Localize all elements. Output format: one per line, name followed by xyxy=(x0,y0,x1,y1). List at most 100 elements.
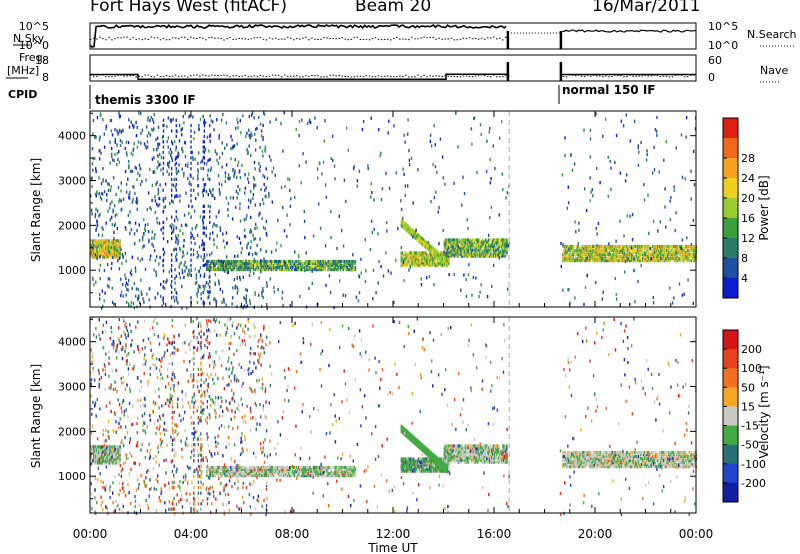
range-gate-cell xyxy=(505,250,507,254)
range-gate-cell xyxy=(641,246,643,251)
range-gate-cell xyxy=(133,306,136,310)
range-gate-cell xyxy=(263,268,266,272)
range-gate-cell xyxy=(432,255,435,259)
range-gate-cell xyxy=(226,474,228,478)
range-gate-cell xyxy=(154,233,156,237)
range-gate-cell xyxy=(589,128,592,132)
range-gate-cell xyxy=(91,162,94,166)
range-gate-cell xyxy=(245,467,248,472)
range-gate-cell xyxy=(677,250,679,255)
range-gate-cell xyxy=(353,474,356,478)
range-gate-cell xyxy=(465,252,468,256)
range-gate-cell xyxy=(459,252,462,256)
range-gate-cell xyxy=(268,192,270,196)
range-gate-cell xyxy=(127,288,129,292)
range-gate-cell xyxy=(407,469,410,473)
range-gate-cell xyxy=(308,268,310,272)
range-gate-cell xyxy=(270,263,273,268)
range-gate-cell xyxy=(410,461,413,465)
range-gate-cell xyxy=(190,134,192,138)
range-gate-cell xyxy=(403,263,406,267)
range-gate-cell xyxy=(320,268,322,272)
range-gate-cell xyxy=(455,242,458,246)
range-gate-cell xyxy=(441,251,443,255)
range-gate-cell xyxy=(601,250,604,255)
range-gate-cell xyxy=(465,238,468,242)
range-gate-cell xyxy=(107,241,109,245)
range-gate-cell xyxy=(210,467,212,472)
range-gate-cell xyxy=(265,231,268,236)
range-gate-cell xyxy=(667,246,669,251)
range-gate-cell xyxy=(431,461,434,465)
range-gate-cell xyxy=(631,253,633,257)
range-gate-cell xyxy=(495,240,497,244)
range-gate-cell xyxy=(645,259,647,263)
range-gate-cell xyxy=(413,263,416,267)
range-gate-cell xyxy=(468,240,471,244)
range-gate-cell xyxy=(222,232,224,236)
range-gate-cell xyxy=(229,196,232,200)
range-gate-cell xyxy=(255,474,258,478)
range-gate-cell xyxy=(412,259,415,263)
range-gate-cell xyxy=(181,255,184,259)
range-gate-cell xyxy=(130,228,133,232)
range-gate-cell xyxy=(456,242,459,246)
range-gate-cell xyxy=(143,244,145,248)
range-gate-cell xyxy=(305,266,307,270)
range-gate-cell xyxy=(501,120,503,124)
range-gate-cell xyxy=(351,469,354,474)
range-gate-cell xyxy=(479,240,482,244)
range-gate-cell xyxy=(114,445,116,449)
range-gate-cell xyxy=(581,250,583,255)
range-gate-cell xyxy=(656,259,658,263)
range-gate-cell xyxy=(113,459,115,463)
range-gate-cell xyxy=(594,250,597,255)
range-gate-cell xyxy=(653,248,655,253)
range-gate-cell xyxy=(316,268,318,272)
range-gate-cell xyxy=(130,268,132,272)
range-gate-cell xyxy=(620,253,623,257)
range-gate-cell xyxy=(331,268,333,272)
range-gate-cell xyxy=(264,149,266,153)
range-gate-cell xyxy=(412,235,414,239)
range-gate-cell xyxy=(286,213,288,217)
range-gate-cell xyxy=(208,266,210,270)
range-gate-cell xyxy=(288,259,290,264)
range-gate-cell xyxy=(344,469,347,474)
range-gate-cell xyxy=(216,261,218,266)
range-gate-cell xyxy=(433,250,436,255)
range-gate-cell xyxy=(202,220,204,225)
range-gate-cell xyxy=(658,253,660,257)
range-gate-cell xyxy=(479,246,482,250)
range-gate-cell xyxy=(694,246,697,251)
range-gate-cell xyxy=(245,469,248,474)
range-gate-cell xyxy=(99,461,101,465)
range-gate-cell xyxy=(249,261,252,266)
range-gate-cell xyxy=(690,253,692,257)
range-gate-cell xyxy=(328,268,330,272)
range-gate-cell xyxy=(113,461,115,465)
range-gate-cell xyxy=(629,248,632,253)
range-gate-cell xyxy=(430,459,433,463)
range-gate-cell xyxy=(375,291,377,295)
range-gate-cell xyxy=(346,469,349,474)
range-gate-cell xyxy=(240,266,243,270)
range-gate-cell xyxy=(92,132,94,136)
range-gate-cell xyxy=(439,261,441,265)
range-gate-cell xyxy=(100,247,102,251)
range-gate-cell xyxy=(301,474,303,478)
range-gate-cell xyxy=(423,469,426,473)
range-gate-cell xyxy=(349,469,352,474)
range-gate-cell xyxy=(162,156,165,160)
range-gate-cell xyxy=(600,246,603,251)
range-gate-cell xyxy=(116,143,118,147)
range-gate-cell xyxy=(452,254,455,258)
range-gate-cell xyxy=(241,259,244,264)
range-gate-cell xyxy=(413,251,416,255)
range-gate-cell xyxy=(592,257,595,261)
range-gate-cell xyxy=(258,115,260,120)
range-gate-cell xyxy=(103,449,105,453)
range-gate-cell xyxy=(685,116,688,120)
range-gate-cell xyxy=(618,257,621,261)
range-gate-cell xyxy=(317,266,319,270)
